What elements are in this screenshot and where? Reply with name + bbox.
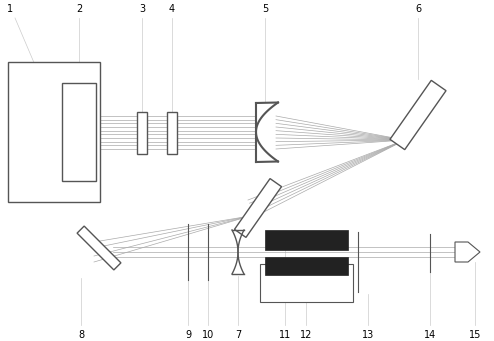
Bar: [137, 112, 147, 154]
Text: 8: 8: [78, 330, 84, 340]
Text: 9: 9: [185, 330, 191, 340]
Bar: [62, 83, 96, 181]
Polygon shape: [390, 80, 446, 150]
Bar: [8, 62, 100, 202]
Polygon shape: [455, 242, 480, 262]
Text: 14: 14: [424, 330, 436, 340]
Text: 2: 2: [76, 4, 82, 14]
Text: 5: 5: [262, 4, 268, 14]
Text: 10: 10: [202, 330, 214, 340]
Bar: [260, 264, 353, 302]
Text: 12: 12: [300, 330, 312, 340]
Text: 7: 7: [235, 330, 241, 340]
Bar: [265, 230, 348, 250]
Text: 6: 6: [415, 4, 421, 14]
Text: 13: 13: [362, 330, 374, 340]
Polygon shape: [256, 103, 278, 162]
Text: 11: 11: [279, 330, 291, 340]
Polygon shape: [235, 179, 282, 237]
Text: 3: 3: [139, 4, 145, 14]
Text: 1: 1: [7, 4, 13, 14]
Bar: [265, 257, 348, 275]
Text: 15: 15: [469, 330, 481, 340]
Text: 4: 4: [169, 4, 175, 14]
Bar: [167, 112, 177, 154]
Polygon shape: [77, 226, 121, 270]
